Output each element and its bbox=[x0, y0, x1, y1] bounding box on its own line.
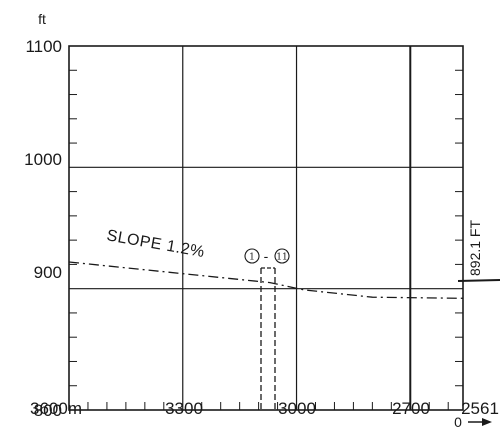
y-tick-label: 900 bbox=[34, 263, 62, 282]
x-tick-label: 3000 bbox=[278, 399, 316, 418]
x-tick-label: 3600m bbox=[30, 399, 82, 418]
plot-frame bbox=[68, 45, 464, 411]
grid bbox=[69, 46, 463, 410]
minor-ticks bbox=[69, 69, 463, 410]
x-origin-label: 0 bbox=[454, 414, 462, 428]
y-tick-label: 1000 bbox=[24, 150, 62, 169]
profile-line bbox=[68, 261, 464, 299]
section-label-start: 1 bbox=[249, 253, 255, 263]
elevation-label: 892.1 FT bbox=[467, 220, 483, 276]
x-tick-labels: 3600m 3300 3000 2700 2561 bbox=[30, 399, 499, 418]
y-tick-label: 800 bbox=[34, 401, 62, 420]
arrow-right-icon bbox=[468, 418, 492, 426]
section-label: 1 - 11 bbox=[244, 248, 290, 264]
section-label-end: 11 bbox=[276, 253, 287, 263]
x-tick-label: 2561 bbox=[461, 399, 499, 418]
y-tick-labels: 1100 1000 900 800 bbox=[24, 37, 62, 420]
y-unit-label: ft bbox=[38, 11, 46, 27]
y-tick-label: 1100 bbox=[25, 37, 62, 56]
section-label-dash: - bbox=[264, 248, 269, 264]
section-markers bbox=[260, 267, 276, 410]
profile-end-stub bbox=[457, 279, 500, 282]
x-tick-label: 2700 bbox=[392, 399, 430, 418]
x-tick-label: 3300 bbox=[165, 399, 203, 418]
slope-label: SLOPE 1.2% bbox=[105, 227, 206, 261]
